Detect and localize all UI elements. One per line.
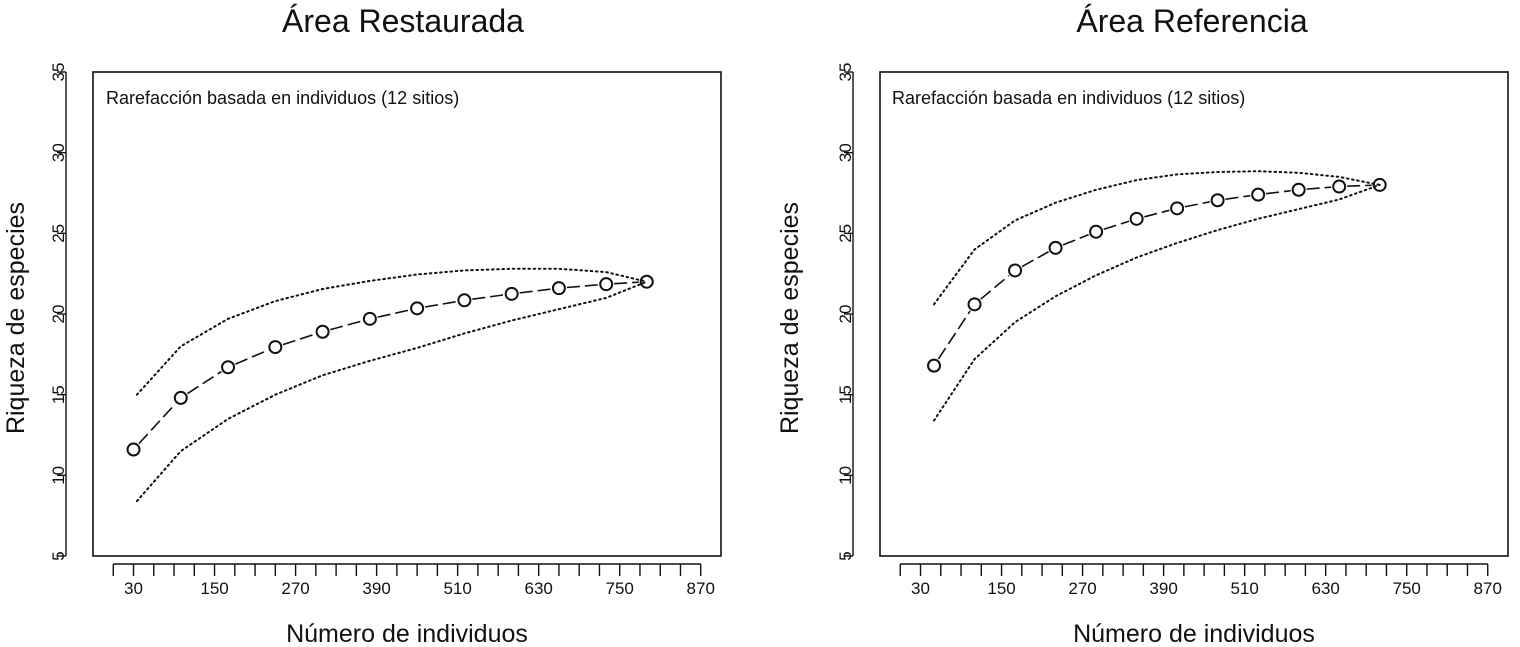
- mean-line-segment: [937, 310, 971, 360]
- data-point: [1129, 211, 1144, 226]
- mean-line-segment: [1021, 251, 1049, 268]
- x-tick-label: 390: [362, 579, 390, 598]
- data-point: [126, 442, 141, 457]
- data-point: [268, 340, 283, 355]
- x-tick-label: 630: [524, 579, 552, 598]
- mean-line-segment: [472, 294, 504, 300]
- x-tick-label: 30: [911, 579, 930, 598]
- y-tick-label: 35: [836, 63, 855, 82]
- data-point: [504, 286, 519, 301]
- data-point: [315, 324, 330, 339]
- data-point: [457, 293, 472, 308]
- y-tick-label: 5: [836, 551, 855, 560]
- mean-line-segment: [138, 403, 176, 445]
- chart-panel-2: Área Referencia Rarefacción basada en ind…: [776, 3, 1509, 647]
- mean-line-segment: [424, 300, 457, 308]
- chart-annotation: Rarefacción basada en individuos (12 sit…: [892, 88, 1245, 108]
- data-point: [1291, 182, 1306, 197]
- x-tick-label: 510: [1230, 579, 1258, 598]
- mean-line-segment: [566, 284, 599, 289]
- mean-line-segment: [235, 349, 269, 365]
- ci-upper-line: [135, 267, 648, 396]
- x-tick-label: 270: [281, 579, 309, 598]
- chart-annotation: Rarefacción basada en individuos (12 sit…: [106, 88, 459, 108]
- mean-line-segment: [980, 274, 1010, 300]
- data-point: [1008, 263, 1023, 278]
- x-tick-label: 390: [1149, 579, 1177, 598]
- mean-line-segment: [1103, 220, 1130, 231]
- y-tick-label: 15: [49, 385, 68, 404]
- data-point: [967, 297, 982, 312]
- mean-line-segment: [1225, 194, 1251, 200]
- chart-panel-1: Área Restaurada Rarefacción basada en ind…: [2, 3, 722, 647]
- plot-frame: [92, 71, 722, 557]
- x-tick-label: 30: [124, 579, 143, 598]
- y-tick-label: 5: [49, 551, 68, 560]
- mean-line-segment: [1347, 184, 1372, 188]
- ci-lower-line: [135, 280, 648, 503]
- mean-line-segment: [519, 288, 552, 294]
- x-axis-title: Número de individuos: [286, 620, 528, 647]
- mean-line-segment: [1144, 209, 1170, 218]
- plot-frame: [879, 71, 1509, 557]
- x-tick-label: 630: [1311, 579, 1339, 598]
- x-axis-title: Número de individuos: [1073, 620, 1315, 647]
- data-point: [1170, 201, 1185, 216]
- mean-line-segment: [1306, 186, 1332, 190]
- y-tick-label: 30: [836, 143, 855, 162]
- y-tick-label: 35: [49, 63, 68, 82]
- data-point: [1332, 179, 1347, 194]
- x-tick-label: 150: [987, 579, 1015, 598]
- mean-line-segment: [330, 320, 363, 331]
- mean-line-segment: [187, 370, 222, 395]
- y-tick-label: 20: [836, 305, 855, 324]
- data-point: [173, 390, 188, 405]
- data-point: [551, 281, 566, 296]
- y-tick-label: 10: [836, 466, 855, 485]
- y-tick-label: 25: [836, 224, 855, 243]
- mean-line-segment: [377, 309, 410, 318]
- y-tick-label: 10: [49, 466, 68, 485]
- data-point: [1048, 240, 1063, 255]
- y-tick-label: 25: [49, 224, 68, 243]
- data-point: [1089, 224, 1104, 239]
- mean-line-segment: [1184, 201, 1210, 208]
- x-tick-label: 270: [1068, 579, 1096, 598]
- y-tick-label: 20: [49, 305, 68, 324]
- y-axis-title: Riqueza de especies: [776, 202, 804, 434]
- data-point: [410, 301, 425, 316]
- y-tick-label: 30: [49, 143, 68, 162]
- mean-line-segment: [614, 281, 639, 285]
- data-point: [362, 311, 377, 326]
- mean-line-segment: [1062, 233, 1089, 246]
- y-axis-title: Riqueza de especies: [2, 202, 30, 434]
- mean-line-segment: [282, 333, 316, 346]
- data-point: [599, 277, 614, 292]
- ci-lower-line: [933, 183, 1381, 422]
- ci-upper-line: [933, 170, 1381, 306]
- chart-title: Área Referencia: [1076, 3, 1307, 39]
- mean-line-segment: [1265, 189, 1291, 195]
- x-tick-label: 750: [1393, 579, 1421, 598]
- data-point: [1210, 193, 1225, 208]
- data-point: [221, 360, 236, 375]
- x-tick-label: 150: [200, 579, 228, 598]
- x-tick-label: 870: [1474, 579, 1502, 598]
- y-tick-label: 15: [836, 385, 855, 404]
- data-point: [639, 274, 654, 289]
- data-point: [927, 358, 942, 373]
- x-tick-label: 870: [687, 579, 715, 598]
- chart-title: Área Restaurada: [282, 3, 524, 39]
- x-tick-label: 510: [443, 579, 471, 598]
- x-tick-label: 750: [606, 579, 634, 598]
- data-point: [1251, 187, 1266, 202]
